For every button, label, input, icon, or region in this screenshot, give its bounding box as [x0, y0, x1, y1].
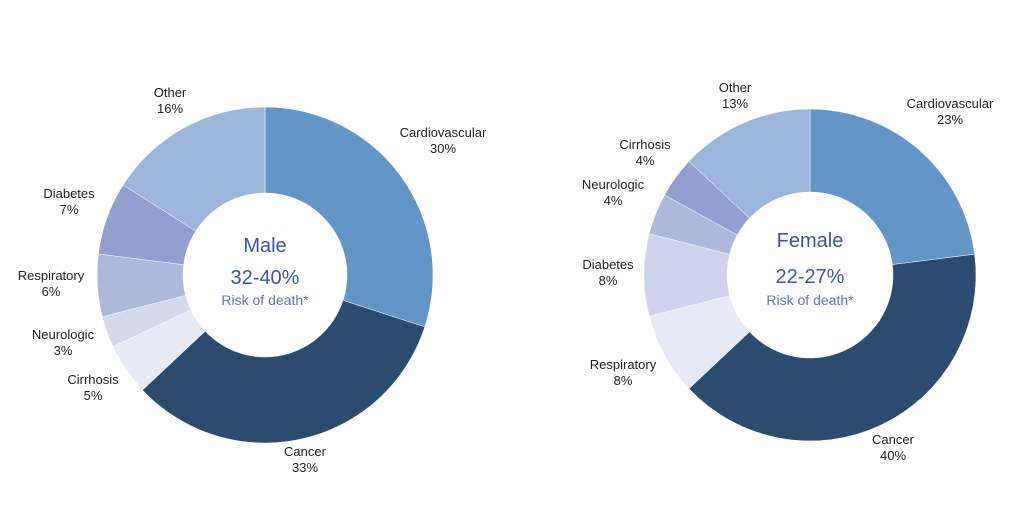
slice-label-cirrhosis: Cirrhosis	[67, 372, 119, 387]
slice-value-diabetes: 8%	[599, 273, 618, 288]
slice-other	[122, 106, 266, 232]
slice-cardiovascular	[809, 108, 975, 265]
slice-other	[688, 108, 811, 219]
slice-label-cancer: Cancer	[284, 444, 327, 459]
slice-value-neurologic: 4%	[604, 193, 623, 208]
slice-value-cancer: 33%	[292, 460, 318, 475]
slice-label-neurologic: Neurologic	[32, 327, 95, 342]
center-title: Male	[243, 235, 286, 257]
center-title: Female	[777, 230, 844, 252]
slice-value-respiratory: 6%	[42, 284, 61, 299]
slice-label-cancer: Cancer	[872, 432, 915, 447]
slice-label-other: Other	[719, 80, 752, 95]
slice-cancer	[142, 300, 426, 444]
slice-value-cirrhosis: 4%	[636, 153, 655, 168]
slice-value-cirrhosis: 5%	[84, 388, 103, 403]
slice-value-other: 16%	[157, 101, 183, 116]
slice-value-cardiovascular: 23%	[937, 112, 963, 127]
slice-label-other: Other	[154, 85, 187, 100]
slice-cancer	[688, 253, 977, 442]
slice-label-cardiovascular: Cardiovascular	[400, 125, 487, 140]
center-risk-range: 32-40%	[231, 267, 300, 289]
slice-label-cardiovascular: Cardiovascular	[907, 96, 994, 111]
center-subtitle: Risk of death*	[766, 292, 854, 308]
slice-label-cirrhosis: Cirrhosis	[619, 137, 671, 152]
slice-value-other: 13%	[722, 96, 748, 111]
donut-chart-female: Cardiovascular23%Cancer40%Respiratory8%D…	[582, 80, 994, 463]
slice-label-respiratory: Respiratory	[18, 268, 85, 283]
slice-value-cancer: 40%	[880, 448, 906, 463]
slice-value-diabetes: 7%	[60, 202, 79, 217]
slice-label-neurologic: Neurologic	[582, 177, 645, 192]
slice-cardiovascular	[264, 106, 434, 328]
slice-value-respiratory: 8%	[614, 373, 633, 388]
slice-label-diabetes: Diabetes	[43, 186, 95, 201]
slice-label-diabetes: Diabetes	[582, 257, 634, 272]
center-subtitle: Risk of death*	[221, 292, 309, 308]
slice-value-cardiovascular: 30%	[430, 141, 456, 156]
slice-label-respiratory: Respiratory	[590, 357, 657, 372]
center-risk-range: 22-27%	[776, 266, 845, 288]
slice-value-neurologic: 3%	[54, 343, 73, 358]
